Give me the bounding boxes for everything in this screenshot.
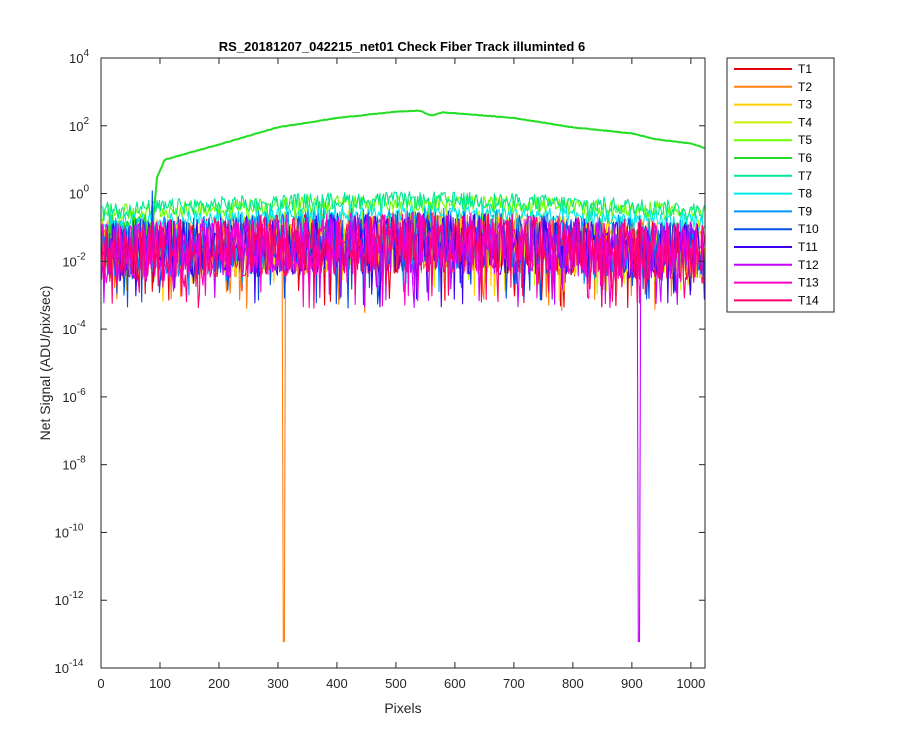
x-tick-label: 200 (208, 676, 230, 691)
x-tick-label: 0 (97, 676, 104, 691)
x-tick-label: 700 (503, 676, 525, 691)
legend-label-t14: T14 (798, 293, 819, 307)
series-line-t7 (101, 191, 705, 226)
plot-frame (100, 57, 706, 669)
legend-items: T1 T2 T3 T4 T5 T6 T7 T8 T9 T10 T11 T12 T13 T14 (734, 62, 819, 307)
legend-label-t5: T5 (798, 133, 812, 147)
x-tick-label: 1000 (676, 676, 705, 691)
legend-box (726, 57, 835, 313)
legend-label-t8: T8 (798, 187, 812, 201)
y-axis-title: Net Signal (ADU/pix/sec) (37, 286, 53, 441)
x-tick-label: 900 (621, 676, 643, 691)
legend-label-t6: T6 (798, 151, 812, 165)
legend-label-t13: T13 (798, 276, 819, 290)
legend-label-t4: T4 (798, 115, 812, 129)
series-layer (101, 109, 705, 643)
series-line-t13 (101, 212, 705, 309)
chart-title: RS_20181207_042215_net01 Check Fiber Tra… (219, 39, 585, 54)
legend-label-t3: T3 (798, 98, 812, 112)
legend-label-t2: T2 (798, 80, 812, 94)
legend-label-t11: T11 (798, 240, 818, 254)
legend[interactable]: T1 T2 T3 T4 T5 T6 T7 T8 T9 T10 T11 T12 T13 T14 (726, 57, 835, 313)
plot-area (101, 58, 705, 668)
x-tick-label: 600 (444, 676, 466, 691)
x-axis-title: Pixels (384, 700, 421, 716)
legend-label-t12: T12 (798, 258, 819, 272)
legend-label-t7: T7 (798, 169, 812, 183)
legend-label-t1: T1 (798, 62, 812, 76)
x-tick-label: 500 (385, 676, 407, 691)
legend-label-t10: T10 (798, 222, 819, 236)
x-tick-label: 100 (149, 676, 171, 691)
x-tick-label: 400 (326, 676, 348, 691)
series-line-t14 (101, 212, 705, 309)
x-tick-label: 300 (267, 676, 289, 691)
x-tick-label: 800 (562, 676, 584, 691)
series-line-t6 (101, 109, 705, 256)
legend-label-t9: T9 (798, 204, 812, 218)
